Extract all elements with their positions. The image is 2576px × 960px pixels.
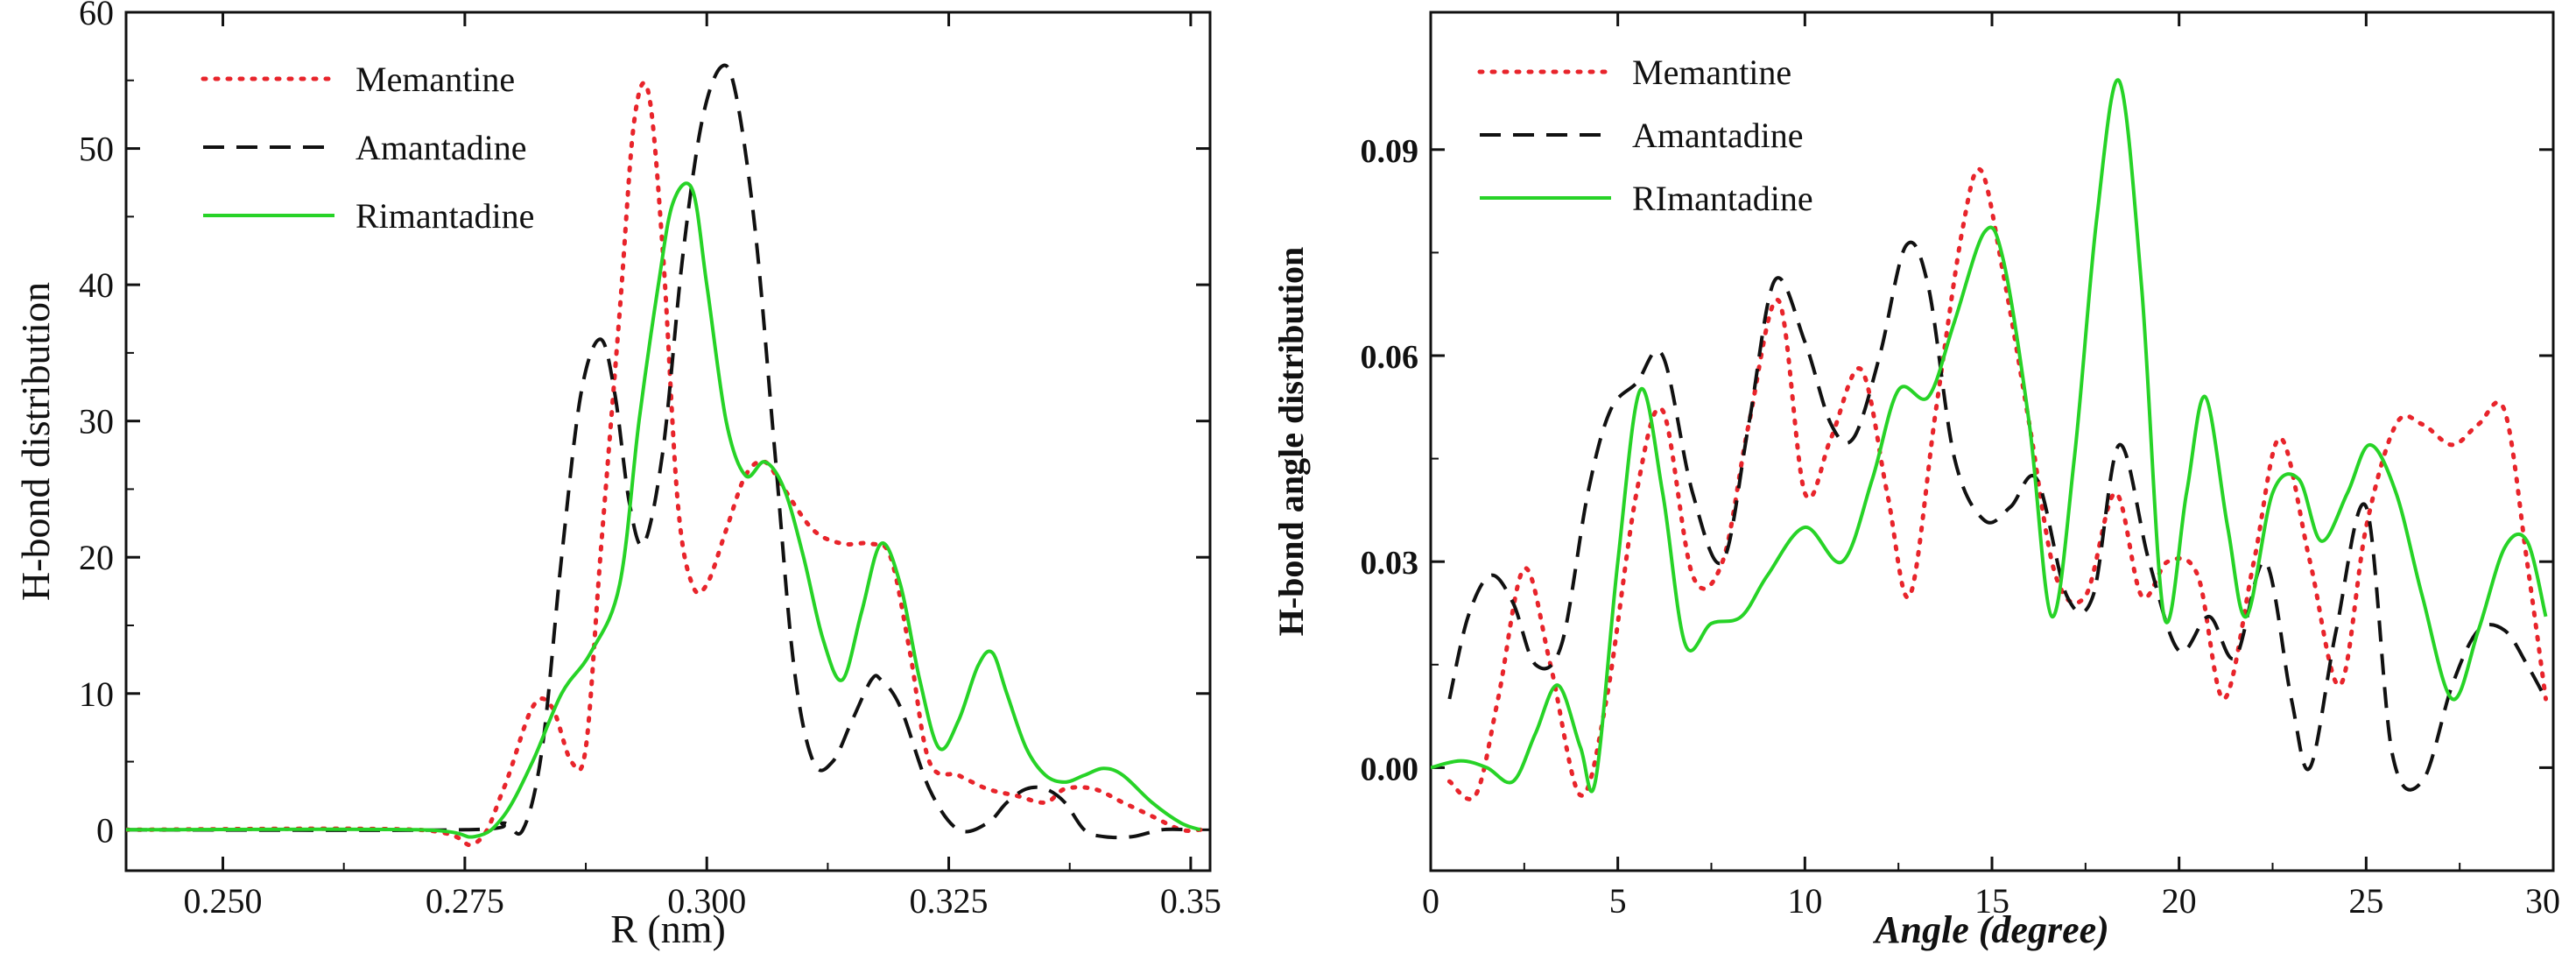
series-line-amantadine xyxy=(126,63,1191,840)
y-axis-label: H-bond angle distribution xyxy=(1271,247,1311,637)
x-tick-label: 20 xyxy=(2162,881,2197,921)
y-tick-label: 20 xyxy=(79,538,114,577)
y-tick-label: 0.00 xyxy=(1361,751,1419,787)
y-tick-label: 50 xyxy=(79,130,114,169)
x-axis-label: R (nm) xyxy=(610,907,726,951)
x-tick-label: 0.325 xyxy=(910,881,989,921)
y-tick-label: 30 xyxy=(79,402,114,441)
y-tick-label: 0.06 xyxy=(1361,339,1419,376)
panel-right-hbond-angle: 0 5 10 15 20 25 30 0.00 0.03 0.06 0.09 Angle (degre… xyxy=(1271,11,2560,951)
y-tick-label: 0.03 xyxy=(1361,545,1419,582)
x-axis-label: Angle (degree) xyxy=(1872,908,2109,951)
series-group xyxy=(1431,78,2548,801)
legend-label-rimantadine: Rimantadine xyxy=(355,196,534,236)
y-tick-label: 60 xyxy=(79,0,114,32)
series-line-rimantadine xyxy=(126,181,1201,839)
x-tick-label: 0.300 xyxy=(667,881,746,921)
y-tick-label: 0 xyxy=(96,810,114,850)
series-line-memantine xyxy=(126,81,1203,848)
y-axis-label: H-bond distribution xyxy=(13,282,58,601)
x-tick-label: 0 xyxy=(1422,881,1439,921)
y-tick-label: 10 xyxy=(79,674,114,714)
legend: Memantine Amantadine Rimantadine xyxy=(201,60,534,236)
x-tick-label: 0.250 xyxy=(184,881,263,921)
legend-label-memantine: Memantine xyxy=(355,60,515,99)
y-tick-label: 0.09 xyxy=(1361,133,1419,170)
legend: Memantine Amantadine RImantadine xyxy=(1477,53,1813,218)
series-line-rimantadine xyxy=(1431,78,2548,794)
series-line-amantadine xyxy=(1447,240,2548,792)
x-tick-label: 15 xyxy=(1974,881,2009,921)
plot-frame xyxy=(124,11,1212,872)
x-tick-label: 5 xyxy=(1609,881,1627,921)
series-group xyxy=(126,63,1203,848)
x-tick-label: 25 xyxy=(2348,881,2383,921)
x-tick-label: 0.35 xyxy=(1160,881,1221,921)
y-tick-label: 40 xyxy=(79,265,114,305)
legend-label-amantadine: Amantadine xyxy=(355,128,527,167)
legend-label-amantadine: Amantadine xyxy=(1632,116,1804,155)
x-tick-label: 30 xyxy=(2525,881,2560,921)
legend-label-rimantadine: RImantadine xyxy=(1632,179,1813,218)
x-tick-label: 10 xyxy=(1787,881,1822,921)
panel-left-hbond-distance: 0.250 0.275 0.300 0.325 0.35 0 10 20 30 40 50 60 R (… xyxy=(13,0,1221,951)
x-tick-label: 0.275 xyxy=(426,881,504,921)
legend-label-memantine: Memantine xyxy=(1632,53,1791,92)
series-line-memantine xyxy=(1446,166,2548,801)
